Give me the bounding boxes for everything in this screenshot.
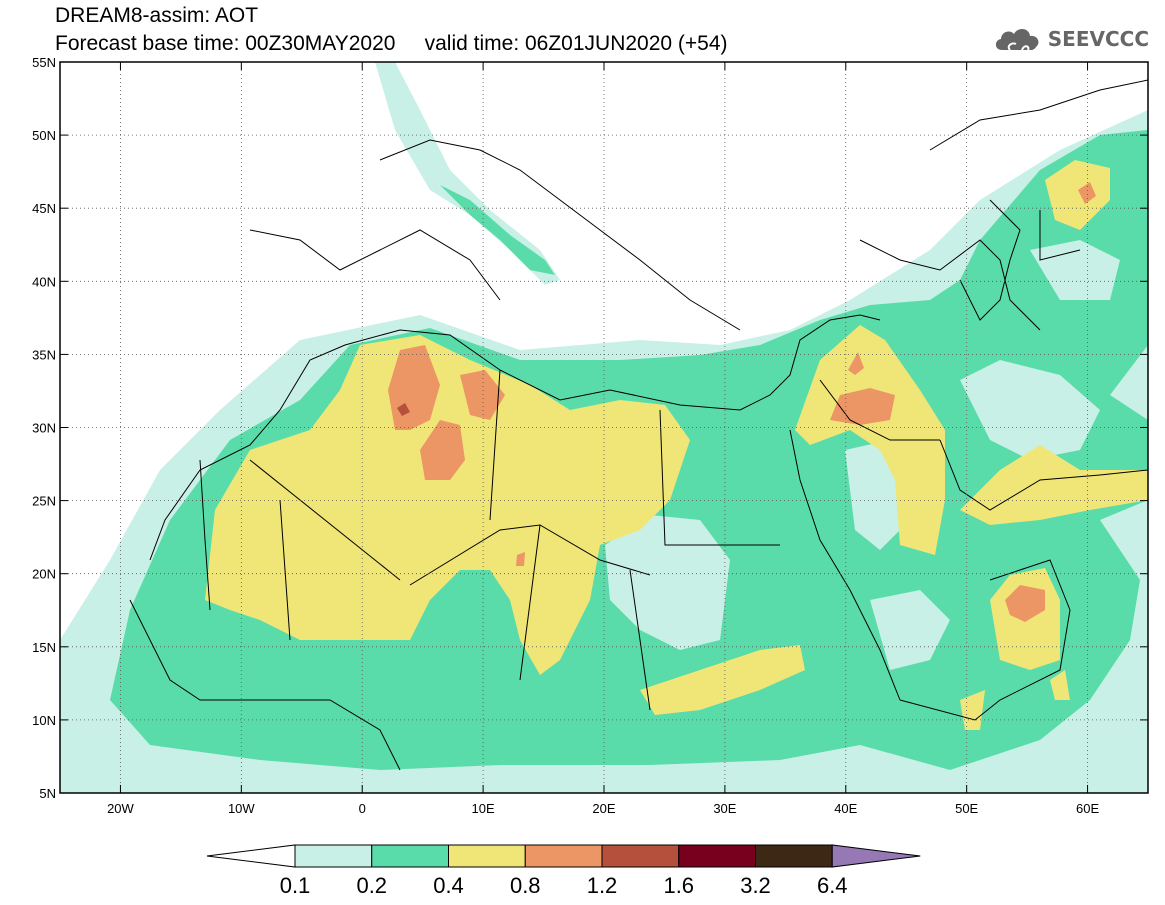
lon-label: 0 — [359, 801, 366, 816]
colorbar-segment — [448, 844, 526, 868]
map-title: DREAM8-assim: AOT — [55, 4, 259, 27]
latitude-labels: 55N 50N 45N 40N 35N 30N 25N 20N 15N 10N 5N — [32, 55, 1148, 801]
lat-label: 40N — [32, 274, 56, 289]
forecast-times: Forecast base time: 00Z30MAY2020 valid t… — [55, 32, 728, 55]
lat-label: 20N — [32, 567, 56, 582]
lon-label: 20E — [592, 801, 615, 816]
lon-label: 20W — [107, 801, 134, 816]
colorbar-tick-label: 0.4 — [433, 873, 464, 898]
colorbar-segment — [678, 844, 756, 868]
lon-label: 10E — [472, 801, 495, 816]
colorbar-over-arrow — [831, 844, 921, 868]
cloud-icon — [995, 28, 1039, 51]
colorbar-tick-label: 1.6 — [663, 873, 694, 898]
lat-label: 30N — [32, 421, 56, 436]
colorbar-tick-label: 1.2 — [587, 873, 618, 898]
lat-label: 15N — [32, 640, 56, 655]
lon-label: 40E — [834, 801, 857, 816]
colorbar-segment — [371, 844, 449, 868]
longitude-labels: 20W 10W 0 10E 20E 30E 40E 50E 60E — [107, 62, 1099, 816]
colorbar-segment — [294, 844, 373, 868]
graticule — [60, 62, 1148, 793]
lat-label: 55N — [32, 55, 56, 70]
colorbar-segment — [601, 844, 680, 868]
aot-band-1.2 — [397, 403, 410, 416]
aot-fields — [60, 62, 1148, 793]
lat-label: 5N — [39, 786, 56, 801]
lat-label: 10N — [32, 713, 56, 728]
colorbar-tick-label: 0.1 — [280, 873, 311, 898]
lat-label: 45N — [32, 201, 56, 216]
colorbar-tick-label: 6.4 — [817, 873, 848, 898]
lat-label: 50N — [32, 128, 56, 143]
colorbar-tick-label: 0.2 — [356, 873, 387, 898]
colorbar-tick-label: 0.8 — [510, 873, 541, 898]
colorbar-under-arrow — [206, 844, 296, 868]
colorbar-tick-label: 3.2 — [740, 873, 771, 898]
colorbar: 0.1 0.2 0.4 0.8 1.2 1.6 3.2 6.4 — [206, 844, 921, 898]
lat-label: 25N — [32, 494, 56, 509]
seevccc-logo: SEEVCCC — [992, 24, 1149, 54]
colorbar-segment — [524, 844, 603, 868]
lon-label: 30E — [713, 801, 736, 816]
colorbar-segment — [755, 844, 833, 868]
coastlines — [129, 79, 1148, 771]
aot-band-0.4 — [205, 160, 1148, 730]
lon-label: 50E — [955, 801, 978, 816]
lon-label: 60E — [1076, 801, 1099, 816]
lon-label: 10W — [228, 801, 255, 816]
lat-label: 35N — [32, 347, 56, 362]
logo-text: SEEVCCC — [1047, 27, 1149, 51]
